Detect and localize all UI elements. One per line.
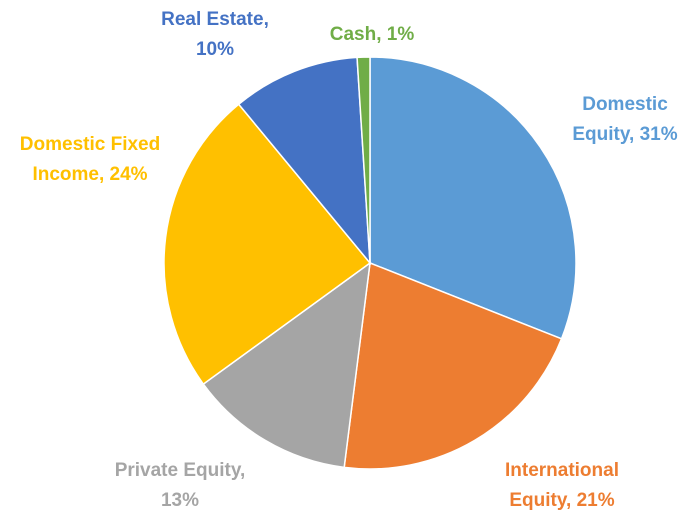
data-label: 13% [161, 490, 199, 511]
data-label: Domestic Fixed [20, 134, 160, 155]
pie-slice [356, 56, 371, 264]
data-label: Domestic [582, 94, 668, 115]
pie-slice [202, 261, 371, 469]
data-label: Real Estate, [161, 9, 269, 30]
pie-slice [343, 261, 563, 470]
pie-slice [163, 103, 372, 386]
data-label: Equity, 31% [572, 124, 677, 145]
data-label: Income, 24% [32, 164, 147, 185]
data-label: Equity, 21% [509, 490, 614, 511]
data-label: Private Equity, [115, 460, 246, 481]
data-label: International [505, 460, 619, 481]
pie-slice [369, 56, 577, 340]
data-label: 10% [196, 39, 234, 60]
data-label: Cash, 1% [330, 24, 415, 45]
pie-slice [237, 56, 371, 266]
